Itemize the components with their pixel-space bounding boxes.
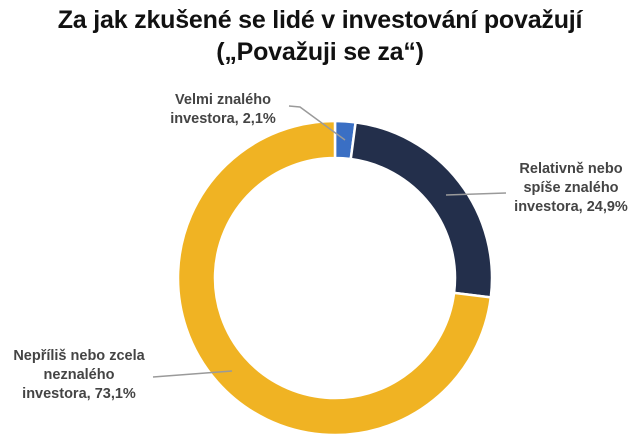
donut-segments [176, 119, 494, 437]
data-label-velmi-znaleho: Velmi znalého investora, 2,1% [158, 91, 288, 129]
data-label-relativne-znaleho-line3: investora, 24,9% [514, 199, 628, 215]
leader-line-neznaleho [152, 370, 233, 378]
data-label-relativne-znaleho-line2: spíše znalého [523, 180, 619, 196]
data-label-neznaleho-line2: neznalého [43, 367, 115, 383]
leader-lines [152, 105, 507, 378]
data-label-neznaleho-line3: investora, 73,1% [22, 386, 136, 402]
leader-line-relativne-znaleho [445, 192, 507, 196]
donut-segment-neznaleho [176, 119, 493, 437]
donut-segment-relativne-znaleho [349, 120, 494, 299]
data-label-velmi-znaleho-line1: Velmi znalého [175, 92, 271, 108]
chart-title-line1: Za jak zkušené se lidé v investování pov… [57, 6, 583, 34]
data-label-relativne-znaleho: Relativně nebo spíše znalého investora, … [505, 160, 637, 217]
data-label-neznaleho: Nepříliš nebo zcela neznalého investora,… [4, 347, 154, 404]
data-label-relativne-znaleho-line1: Relativně nebo [519, 161, 623, 177]
leader-line-velmi-znaleho [288, 105, 346, 141]
data-label-neznaleho-line1: Nepříliš nebo zcela [13, 348, 145, 364]
chart-title-line2: („Považuji se za“) [216, 38, 424, 66]
data-label-velmi-znaleho-line2: investora, 2,1% [170, 111, 276, 127]
chart-title: Za jak zkušené se lidé v investování pov… [0, 4, 640, 68]
